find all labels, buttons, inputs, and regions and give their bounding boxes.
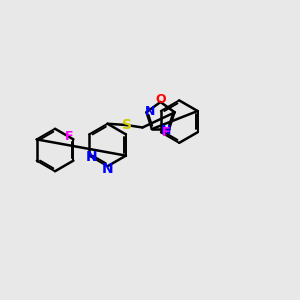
Text: N: N xyxy=(161,124,172,137)
Text: F: F xyxy=(162,126,170,139)
Text: O: O xyxy=(156,92,166,106)
Text: S: S xyxy=(122,118,133,132)
Text: F: F xyxy=(65,130,73,143)
Text: N: N xyxy=(145,105,155,118)
Text: N: N xyxy=(102,162,113,176)
Text: N: N xyxy=(86,150,98,164)
